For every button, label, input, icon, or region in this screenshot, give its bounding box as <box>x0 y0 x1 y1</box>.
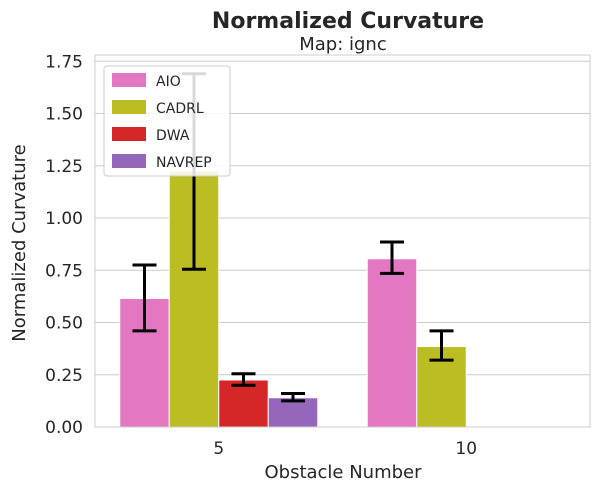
error-bar <box>132 263 157 333</box>
error-bar <box>380 240 404 275</box>
y-tick-label: 1.25 <box>45 157 83 177</box>
legend-swatch-aio <box>112 73 146 87</box>
y-tick-label: 0.00 <box>45 418 83 438</box>
y-tick-label: 1.00 <box>45 209 83 229</box>
x-axis-label: Obstacle Number <box>264 462 422 483</box>
y-tick-label: 0.75 <box>45 261 83 281</box>
y-tick-label: 1.50 <box>45 105 83 125</box>
error-bar <box>429 329 454 362</box>
chart-subtitle: Map: ignc <box>299 34 387 55</box>
x-ticks: 5 10 <box>213 439 477 459</box>
legend-label-cadrl: CADRL <box>156 101 204 117</box>
error-bar <box>231 372 256 387</box>
y-ticks: 0.00 0.25 0.50 0.75 1.00 1.25 1.50 1.75 <box>45 52 83 438</box>
chart-title: Normalized Curvature <box>212 9 484 34</box>
legend-label-dwa: DWA <box>156 128 190 144</box>
legend-label-aio: AIO <box>156 74 181 90</box>
bars <box>119 170 467 428</box>
legend-swatch-navrep <box>112 154 146 168</box>
legend-box <box>103 65 231 177</box>
bar-navrep <box>267 397 319 428</box>
bar-dwa <box>218 379 269 428</box>
error-bar <box>281 392 305 403</box>
x-tick-label: 10 <box>455 439 477 459</box>
legend-swatch-dwa <box>112 127 146 141</box>
y-tick-label: 1.75 <box>45 52 83 72</box>
bar-cadrl <box>416 346 467 428</box>
y-tick-label: 0.50 <box>45 314 83 334</box>
legend-swatch-cadrl <box>112 100 146 114</box>
legend: AIO CADRL DWA NAVREP <box>103 65 231 177</box>
legend-label-navrep: NAVREP <box>156 155 212 171</box>
y-axis-label: Normalized Curvature <box>9 144 30 341</box>
x-tick-label: 5 <box>213 439 224 459</box>
plot-frame <box>94 54 591 428</box>
y-tick-label: 0.25 <box>45 366 83 386</box>
bar-aio <box>366 258 418 428</box>
